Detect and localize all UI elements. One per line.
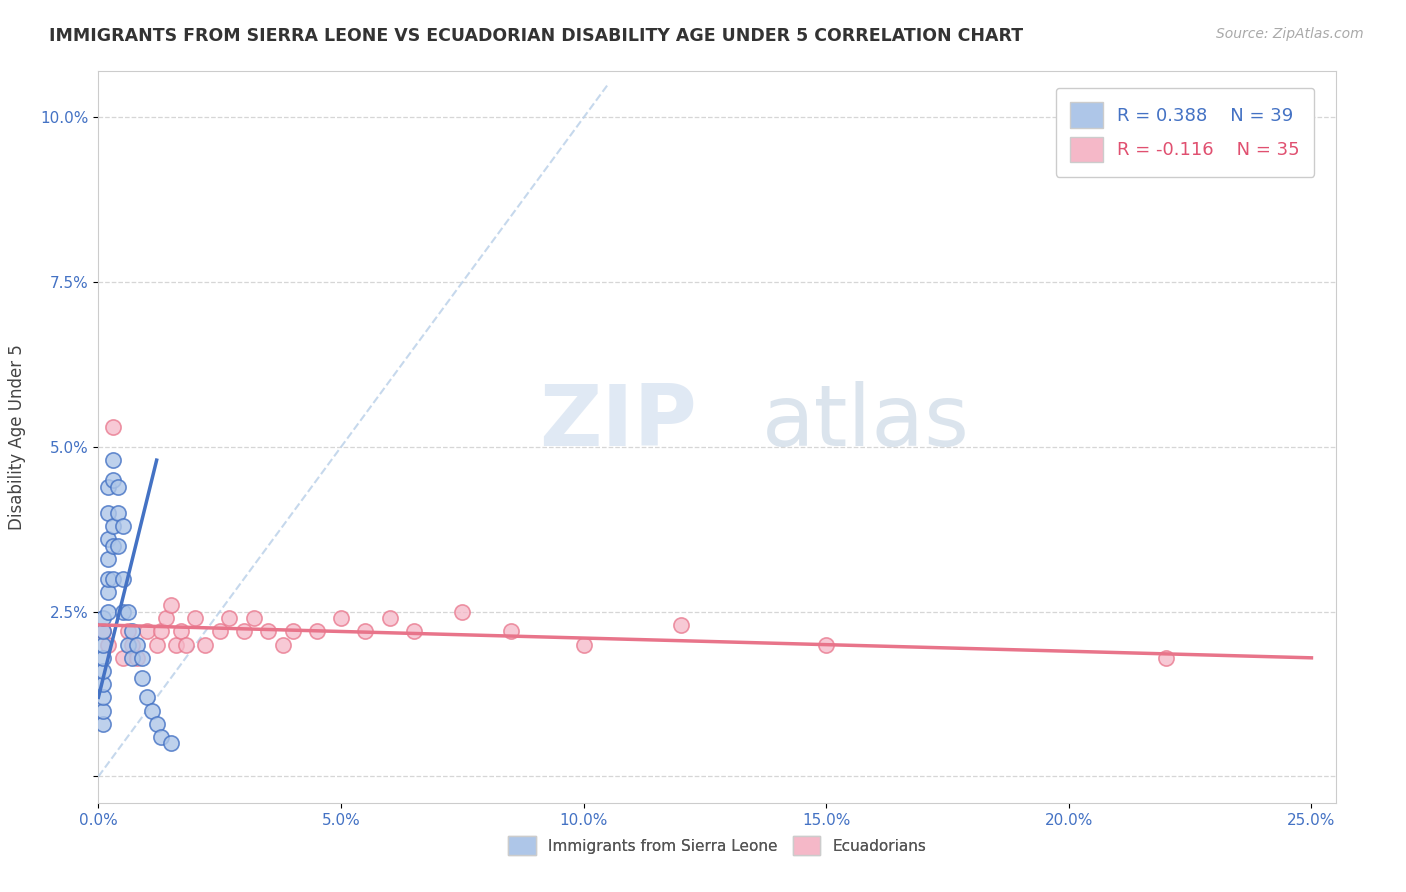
Point	[242, 611, 264, 625]
Point	[91, 716, 114, 731]
Y-axis label: Disability Age Under 5: Disability Age Under 5	[8, 344, 27, 530]
Point	[117, 605, 139, 619]
Point	[145, 638, 167, 652]
Point	[111, 605, 134, 619]
Point	[121, 624, 143, 639]
Point	[107, 506, 129, 520]
Point	[131, 671, 153, 685]
Point	[330, 611, 353, 625]
Point	[150, 624, 173, 639]
Point	[136, 624, 159, 639]
Point	[91, 664, 114, 678]
Point	[117, 624, 139, 639]
Point	[91, 624, 114, 639]
Point	[165, 638, 187, 652]
Point	[121, 638, 143, 652]
Point	[281, 624, 304, 639]
Point	[669, 618, 692, 632]
Point	[101, 453, 124, 467]
Point	[111, 572, 134, 586]
Point	[174, 638, 197, 652]
Point	[257, 624, 280, 639]
Point	[107, 479, 129, 493]
Point	[111, 650, 134, 665]
Point	[136, 690, 159, 705]
Text: atlas: atlas	[762, 381, 970, 464]
Point	[97, 572, 120, 586]
Point	[91, 638, 114, 652]
Point	[97, 506, 120, 520]
Point	[101, 572, 124, 586]
Point	[305, 624, 328, 639]
Point	[170, 624, 193, 639]
Text: Source: ZipAtlas.com: Source: ZipAtlas.com	[1216, 27, 1364, 41]
Point	[107, 539, 129, 553]
Point	[160, 598, 183, 612]
Point	[97, 585, 120, 599]
Point	[155, 611, 177, 625]
Point	[271, 638, 294, 652]
Point	[145, 716, 167, 731]
Point	[208, 624, 231, 639]
Point	[91, 650, 114, 665]
Point	[194, 638, 217, 652]
Text: ZIP: ZIP	[540, 381, 697, 464]
Point	[218, 611, 240, 625]
Text: IMMIGRANTS FROM SIERRA LEONE VS ECUADORIAN DISABILITY AGE UNDER 5 CORRELATION CH: IMMIGRANTS FROM SIERRA LEONE VS ECUADORI…	[49, 27, 1024, 45]
Point	[111, 519, 134, 533]
Legend: Immigrants from Sierra Leone, Ecuadorians: Immigrants from Sierra Leone, Ecuadorian…	[502, 830, 932, 861]
Point	[402, 624, 425, 639]
Point	[815, 638, 838, 652]
Point	[97, 638, 120, 652]
Point	[141, 704, 163, 718]
Point	[127, 638, 149, 652]
Point	[101, 473, 124, 487]
Point	[499, 624, 522, 639]
Point	[97, 533, 120, 547]
Point	[1154, 650, 1177, 665]
Point	[97, 605, 120, 619]
Point	[184, 611, 207, 625]
Point	[117, 638, 139, 652]
Point	[131, 650, 153, 665]
Point	[354, 624, 377, 639]
Point	[378, 611, 401, 625]
Point	[97, 552, 120, 566]
Point	[572, 638, 595, 652]
Point	[160, 737, 183, 751]
Point	[91, 704, 114, 718]
Point	[101, 519, 124, 533]
Point	[150, 730, 173, 744]
Point	[121, 650, 143, 665]
Point	[127, 650, 149, 665]
Point	[91, 611, 114, 625]
Point	[91, 677, 114, 691]
Point	[91, 690, 114, 705]
Point	[101, 539, 124, 553]
Point	[91, 624, 114, 639]
Point	[451, 605, 474, 619]
Point	[233, 624, 256, 639]
Point	[101, 420, 124, 434]
Point	[97, 479, 120, 493]
